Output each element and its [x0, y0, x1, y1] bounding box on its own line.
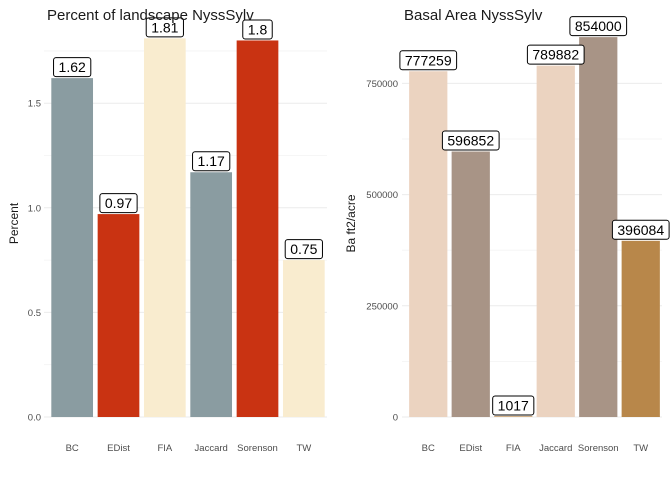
y-axis-label: Percent: [7, 202, 21, 244]
data-label-text: 1.81: [151, 19, 178, 35]
x-tick-label: FIA: [506, 443, 521, 454]
y-tick-label: 1.0: [28, 203, 41, 214]
data-label: 0.97: [99, 193, 138, 214]
data-label-box: [526, 44, 585, 65]
bar-bc: [51, 78, 94, 417]
data-label-text: 1.62: [59, 59, 86, 75]
y-tick-label: 0.5: [28, 308, 41, 319]
data-label-box: [99, 193, 138, 214]
data-label-box: [492, 395, 535, 416]
x-tick-label: EDist: [459, 443, 482, 454]
bar-fia: [494, 416, 533, 417]
x-tick-label: TW: [296, 443, 311, 454]
data-label-text: 1017: [498, 398, 529, 414]
x-tick-label: BC: [66, 443, 79, 454]
x-tick-label: TW: [633, 443, 648, 454]
data-label-text: 854000: [575, 18, 622, 34]
data-label: 1017: [492, 395, 535, 416]
y-tick-label: 750000: [366, 79, 398, 90]
data-label-box: [284, 239, 323, 260]
data-label: 1.81: [145, 17, 184, 38]
bar-fia: [143, 38, 186, 418]
chart-title: Percent of landscape NyssSylv: [47, 7, 254, 24]
data-label-box: [192, 151, 231, 172]
x-tick-label: Jaccard: [195, 443, 228, 454]
data-label-box: [53, 57, 92, 78]
data-label-text: 789882: [532, 47, 579, 63]
data-label: 1.17: [192, 151, 231, 172]
y-tick-label: 250000: [366, 301, 398, 312]
bar-sorenson: [236, 40, 279, 417]
data-label: 1.8: [242, 19, 273, 40]
data-label: 0.75: [284, 239, 323, 260]
x-tick-label: Sorenson: [237, 443, 278, 454]
data-label-text: 596852: [447, 133, 494, 149]
data-label: 396084: [611, 219, 670, 240]
data-label-text: 1.17: [198, 153, 225, 169]
data-label: 854000: [569, 16, 628, 37]
data-label: 777259: [399, 50, 458, 71]
data-label-text: 1.8: [248, 21, 268, 37]
data-label: 789882: [526, 44, 585, 65]
data-label-text: 0.97: [105, 195, 132, 211]
y-axis-label: Ba ft2/acre: [344, 194, 358, 252]
x-tick-label: Sorenson: [578, 443, 619, 454]
data-label-box: [145, 17, 184, 38]
data-label: 1.62: [53, 57, 92, 78]
data-label-text: 396084: [617, 222, 664, 238]
data-label-box: [242, 19, 273, 40]
data-label-box: [569, 16, 628, 37]
data-label-box: [441, 130, 500, 151]
bar-jaccard: [536, 65, 575, 417]
y-tick-label: 0.0: [28, 413, 41, 424]
bar-tw: [621, 240, 660, 417]
y-tick-label: 500000: [366, 190, 398, 201]
bar-edist: [451, 151, 490, 417]
bar-bc: [409, 71, 448, 417]
y-tick-label: 1.5: [28, 99, 41, 110]
bar-tw: [282, 260, 325, 417]
data-label-text: 777259: [405, 52, 452, 68]
chart-panel-2: 0 250000 500000 750000 BC EDist FIA Jaccard Sore…: [344, 7, 670, 454]
bar-jaccard: [190, 172, 233, 417]
bar-edist: [97, 214, 140, 417]
data-label-box: [611, 219, 670, 240]
data-label: 596852: [441, 130, 500, 151]
x-tick-label: EDist: [107, 443, 130, 454]
data-label-box: [399, 50, 458, 71]
chart-panel-1: 0.0 0.5 1.0 1.5 BC EDist FIA Jaccard Sorenson TW 1…: [7, 7, 327, 454]
data-label-text: 0.75: [290, 241, 317, 257]
x-tick-label: Jaccard: [539, 443, 572, 454]
chart-title: Basal Area NyssSylv: [404, 7, 543, 24]
x-tick-label: BC: [422, 443, 435, 454]
y-tick-label: 0: [393, 413, 398, 424]
x-tick-label: FIA: [157, 443, 172, 454]
bar-sorenson: [579, 37, 618, 417]
